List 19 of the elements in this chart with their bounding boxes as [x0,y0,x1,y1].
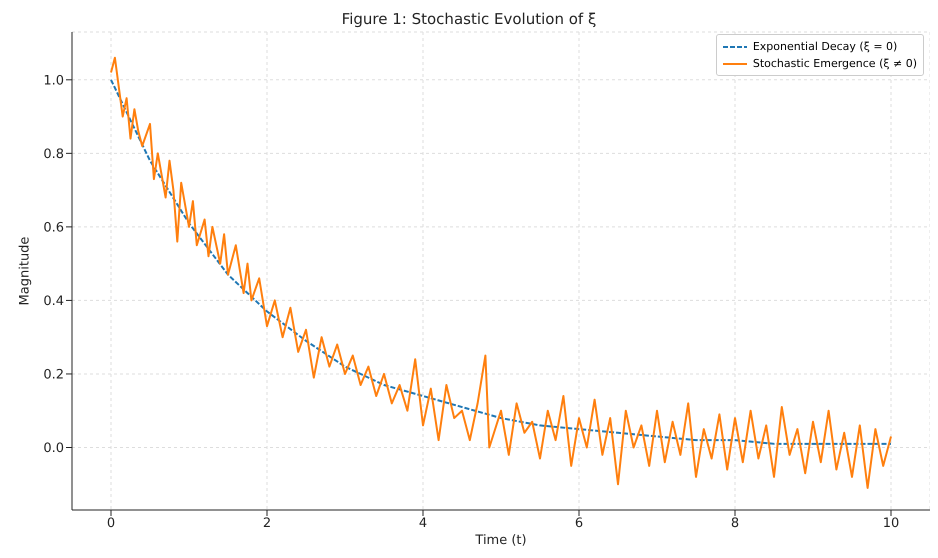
legend-label: Stochastic Emergence (ξ ≠ 0) [752,57,917,70]
x-tick-label: 4 [418,516,428,532]
line-series [110,56,892,489]
y-tick-label: 1.0 [43,73,64,88]
y-tick-label: 0.8 [43,146,64,162]
x-tick-label: 0 [106,516,116,532]
x-tick-label: 6 [574,516,584,532]
y-tick-label: 0.4 [43,294,64,310]
legend-label: Exponential Decay (ξ = 0) [752,40,898,53]
y-tick-label: 0.0 [43,441,64,456]
x-tick-label: 10 [882,516,900,532]
y-axis-title: Magnitude [18,236,33,306]
x-tick-label: 2 [262,516,272,532]
x-tick-label: 8 [730,516,740,532]
chart-title: Figure 1: Stochastic Evolution of ξ [340,9,598,30]
line-series [110,78,892,445]
y-tick-label: 0.2 [43,368,64,383]
y-tick-label: 0.6 [43,220,64,236]
x-axis-title: Time (t) [474,533,527,548]
